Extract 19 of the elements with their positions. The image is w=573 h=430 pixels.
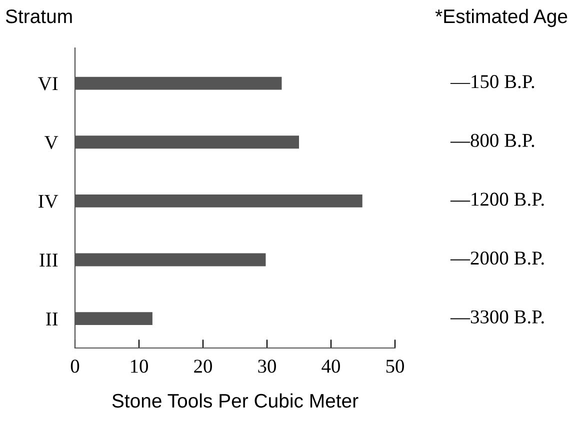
y-tick-label: II bbox=[46, 312, 58, 326]
y-tick-label: VI bbox=[38, 77, 58, 90]
text: —1200 B.P. bbox=[450, 192, 544, 206]
x-tick-label: 40 bbox=[322, 360, 340, 373]
y2-axis-title: *Estimated Age bbox=[435, 8, 568, 28]
x-axis-title: Stone Tools Per Cubic Meter bbox=[112, 393, 358, 408]
x-tick-label: 10 bbox=[130, 360, 148, 373]
text: —800 B.P. bbox=[450, 134, 534, 148]
x-tick-label: 20 bbox=[194, 360, 212, 373]
y-tick-label: III bbox=[40, 254, 58, 267]
x-tick-label: 30 bbox=[258, 360, 276, 373]
y-axis-title: Stratum bbox=[6, 9, 72, 24]
y-tick-label: IV bbox=[38, 194, 58, 208]
text: —2000 B.P. bbox=[450, 252, 544, 265]
text: —3300 B.P. bbox=[450, 310, 544, 324]
y-tick-label: V bbox=[44, 136, 58, 150]
x-tick-label: 50 bbox=[386, 360, 404, 373]
text: —150 B.P. bbox=[450, 75, 534, 88]
x-tick-label: 0 bbox=[70, 360, 80, 373]
